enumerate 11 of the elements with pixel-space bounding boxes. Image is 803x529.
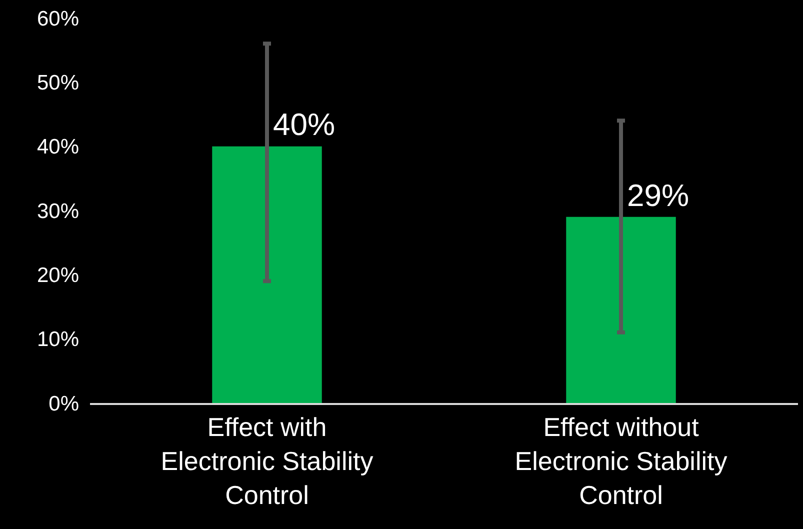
x-tick-label: Effect without Electronic Stability Control [514,412,728,510]
data-label: 29% [627,178,690,213]
y-tick-label: 30% [36,200,79,223]
y-tick-label: 60% [36,7,79,30]
y-tick-label: 40% [36,136,79,159]
y-tick-label: 50% [36,72,79,95]
y-tick-label: 0% [48,392,79,416]
data-label: 40% [273,107,336,142]
y-tick-label: 20% [36,264,79,288]
x-tick-label: Effect with Electronic Stability Control [160,412,374,510]
y-tick-label: 10% [36,328,79,352]
